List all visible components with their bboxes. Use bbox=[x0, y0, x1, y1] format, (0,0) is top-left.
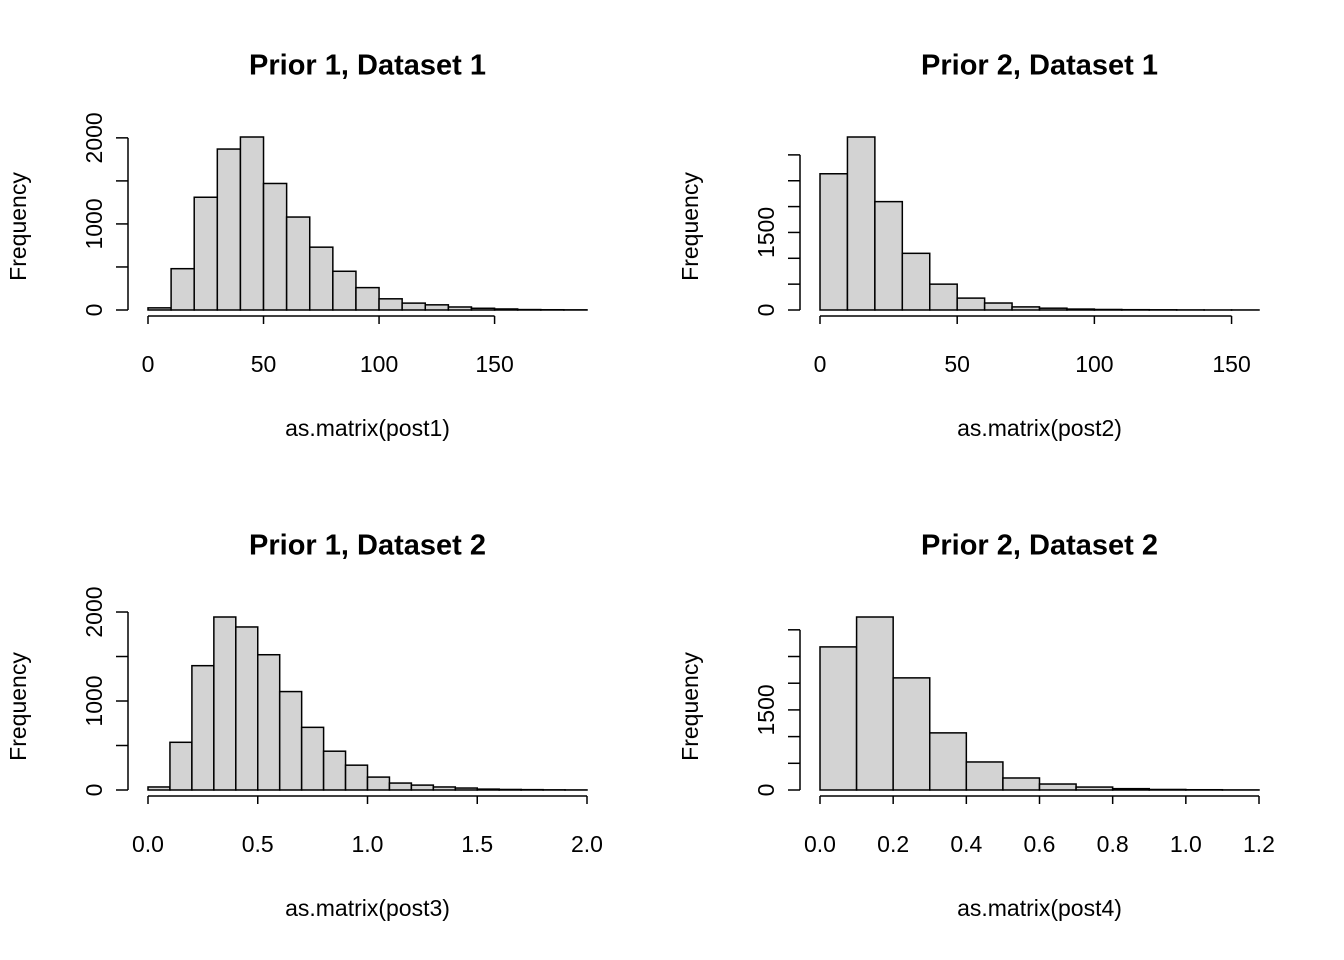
x-tick-label: 0.6 bbox=[1024, 831, 1056, 857]
x-tick-label: 1.5 bbox=[461, 831, 493, 857]
x-tick-label: 0.0 bbox=[804, 831, 836, 857]
bar bbox=[1002, 777, 1041, 791]
y-tick-label: 2000 bbox=[81, 112, 107, 163]
x-axis-label: as.matrix(post1) bbox=[285, 415, 450, 441]
panel-title: Prior 1, Dataset 1 bbox=[249, 50, 486, 82]
bar bbox=[257, 653, 281, 791]
x-tick-label: 150 bbox=[475, 351, 513, 377]
x-tick-label: 1.2 bbox=[1243, 831, 1275, 857]
bar bbox=[454, 787, 478, 791]
bar bbox=[819, 646, 858, 791]
y-tick-label: 0 bbox=[81, 304, 107, 317]
x-tick-label: 0.2 bbox=[877, 831, 909, 857]
x-tick-label: 150 bbox=[1212, 351, 1250, 377]
x-tick-label: 0.5 bbox=[242, 831, 274, 857]
x-tick-label: 1.0 bbox=[352, 831, 384, 857]
y-tick-label: 1000 bbox=[81, 198, 107, 249]
bar bbox=[1148, 788, 1187, 791]
y-axis-label: Frequency bbox=[5, 652, 31, 761]
bar bbox=[308, 246, 334, 311]
bar bbox=[1066, 308, 1096, 311]
x-tick-label: 0.0 bbox=[132, 831, 164, 857]
y-axis-label: Frequency bbox=[677, 652, 703, 761]
y-tick-label: 1500 bbox=[753, 207, 779, 258]
bar bbox=[493, 308, 519, 311]
bar bbox=[410, 784, 435, 791]
bar bbox=[1038, 783, 1077, 791]
x-axis-label: as.matrix(post3) bbox=[285, 895, 450, 921]
bar bbox=[355, 286, 380, 311]
x-tick-label: 2.0 bbox=[571, 831, 603, 857]
bar bbox=[874, 200, 904, 311]
bar bbox=[498, 788, 522, 791]
bar bbox=[366, 776, 391, 791]
y-tick-label: 0 bbox=[753, 304, 779, 317]
y-tick-label: 2000 bbox=[81, 586, 107, 637]
x-tick-label: 0 bbox=[142, 351, 155, 377]
panel-title: Prior 2, Dataset 2 bbox=[921, 530, 1158, 562]
bar bbox=[147, 307, 172, 311]
bar bbox=[892, 677, 931, 791]
bar bbox=[929, 283, 958, 311]
bar bbox=[170, 267, 195, 311]
bar bbox=[1111, 787, 1150, 791]
bar bbox=[956, 297, 986, 311]
bar bbox=[285, 216, 311, 311]
panel-title: Prior 2, Dataset 1 bbox=[921, 50, 1158, 82]
x-tick-label: 100 bbox=[1075, 351, 1113, 377]
bar bbox=[278, 690, 303, 791]
x-tick-label: 100 bbox=[360, 351, 398, 377]
bar bbox=[965, 761, 1004, 791]
bar bbox=[322, 750, 347, 791]
panel-title: Prior 1, Dataset 2 bbox=[249, 530, 486, 562]
bar bbox=[213, 616, 237, 791]
bar bbox=[378, 298, 403, 311]
bar bbox=[1093, 308, 1123, 311]
y-tick-label: 1500 bbox=[753, 684, 779, 735]
bar bbox=[388, 782, 413, 791]
bar bbox=[239, 136, 265, 311]
y-tick-label: 0 bbox=[753, 784, 779, 797]
x-tick-label: 50 bbox=[944, 351, 970, 377]
bar bbox=[1075, 786, 1114, 791]
bar bbox=[262, 182, 288, 311]
bar bbox=[983, 302, 1013, 311]
y-tick-label: 1000 bbox=[81, 675, 107, 726]
bar bbox=[476, 788, 500, 791]
bar bbox=[332, 270, 357, 311]
bar bbox=[169, 741, 193, 791]
bar bbox=[235, 626, 259, 791]
bar bbox=[432, 786, 457, 791]
x-tick-label: 0 bbox=[814, 351, 827, 377]
bar bbox=[470, 307, 496, 311]
bar bbox=[447, 306, 473, 311]
y-tick-label: 0 bbox=[81, 784, 107, 797]
bar bbox=[300, 726, 325, 791]
bar bbox=[1011, 306, 1041, 311]
bar bbox=[191, 664, 215, 791]
bar bbox=[424, 304, 450, 311]
bar bbox=[901, 252, 931, 311]
x-tick-label: 1.0 bbox=[1170, 831, 1202, 857]
bar bbox=[819, 173, 849, 311]
bar bbox=[216, 148, 242, 311]
y-axis-label: Frequency bbox=[677, 172, 703, 281]
bar bbox=[401, 302, 427, 311]
bar bbox=[1038, 307, 1068, 311]
bar bbox=[344, 764, 369, 791]
x-axis-label: as.matrix(post4) bbox=[957, 895, 1122, 921]
bar bbox=[193, 196, 219, 311]
x-tick-label: 50 bbox=[251, 351, 277, 377]
bar bbox=[855, 616, 894, 791]
bar bbox=[846, 136, 876, 311]
y-axis-label: Frequency bbox=[5, 172, 31, 281]
x-tick-label: 0.4 bbox=[950, 831, 982, 857]
x-tick-label: 0.8 bbox=[1097, 831, 1129, 857]
bar bbox=[929, 732, 968, 791]
x-axis-label: as.matrix(post2) bbox=[957, 415, 1122, 441]
bar bbox=[147, 786, 171, 791]
